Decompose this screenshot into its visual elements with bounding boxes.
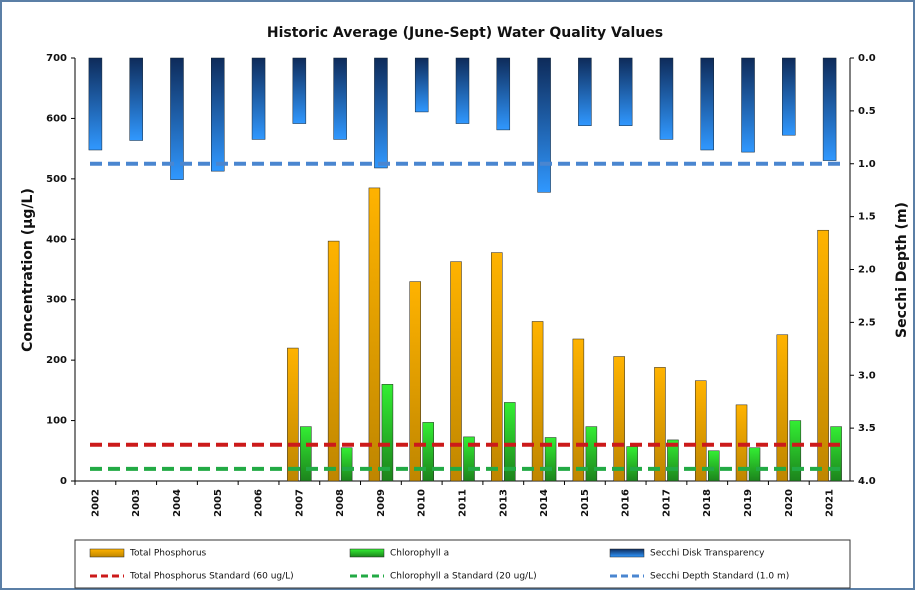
bar	[572, 338, 585, 482]
x-tick-label: 2005	[213, 489, 224, 517]
y2-tick-label: 0.5	[858, 106, 876, 117]
x-tick-label: 2006	[254, 489, 265, 517]
bar	[707, 450, 720, 482]
legend-label: Chlorophyll a Standard (20 ug/L)	[390, 572, 537, 582]
y2-tick-label: 4.0	[858, 476, 876, 487]
y-axis-title: Concentration (µg/L)	[20, 188, 36, 352]
bar	[789, 420, 802, 482]
secchi-bar	[618, 57, 633, 126]
y-tick-label: 400	[46, 234, 67, 245]
bar	[544, 437, 557, 482]
secchi-bar	[578, 57, 592, 126]
secchi-bar	[88, 57, 103, 151]
y2-tick-label: 1.0	[858, 159, 876, 170]
bar	[327, 240, 340, 482]
y-tick-label: 0	[60, 476, 67, 487]
y2-tick-label: 1.5	[858, 212, 876, 223]
bar	[300, 426, 312, 482]
x-tick-label: 2019	[743, 489, 754, 517]
x-tick-label: 2011	[458, 489, 469, 517]
secchi-bar	[251, 57, 266, 140]
secchi-bar	[741, 57, 755, 153]
bar	[830, 426, 842, 482]
bar	[368, 187, 381, 482]
legend-box	[74, 539, 851, 589]
x-tick-label: 2003	[131, 489, 142, 517]
secchi-bar	[414, 57, 429, 113]
y2-tick-label: 2.0	[858, 265, 876, 276]
bar	[409, 281, 421, 482]
x-tick-label: 2017	[661, 489, 672, 517]
bar	[504, 402, 516, 482]
secchi-bar	[129, 57, 143, 141]
bar	[626, 446, 638, 482]
x-tick-label: 2016	[621, 489, 632, 517]
y-tick-label: 200	[46, 355, 67, 366]
secchi-bar	[822, 57, 837, 161]
secchi-bar	[211, 57, 225, 172]
y2-axis-title: Secchi Depth (m)	[894, 202, 910, 338]
x-tick-label: 2009	[376, 489, 387, 517]
x-tick-label: 2015	[580, 489, 591, 517]
secchi-bar	[374, 57, 388, 169]
x-tick-label: 2021	[825, 489, 836, 517]
bar	[491, 252, 503, 482]
legend-label: Secchi Disk Transparency	[650, 549, 765, 559]
y2-tick-label: 3.5	[858, 423, 876, 434]
bar	[748, 447, 761, 482]
bar	[694, 380, 707, 482]
legend-swatch	[89, 548, 125, 558]
bar	[340, 447, 353, 482]
x-tick-label: 2014	[539, 489, 550, 517]
bar	[667, 439, 679, 482]
y-tick-label: 700	[46, 53, 67, 64]
y2-tick-label: 2.5	[858, 317, 876, 328]
legend-swatch	[349, 548, 385, 558]
bar	[463, 436, 475, 482]
x-tick-label: 2010	[417, 489, 428, 517]
legend-swatch	[609, 548, 645, 558]
bar	[817, 229, 829, 482]
bar	[450, 261, 462, 482]
x-tick-label: 2002	[90, 489, 101, 517]
y2-tick-label: 3.0	[858, 370, 876, 381]
secchi-bar	[170, 57, 184, 180]
secchi-bar	[700, 57, 714, 151]
secchi-bar	[292, 57, 307, 124]
secchi-bar	[659, 57, 674, 140]
y2-tick-label: 0.0	[858, 53, 876, 64]
bar	[613, 356, 625, 482]
bar	[422, 422, 434, 482]
secchi-bar	[496, 57, 511, 131]
x-tick-label: 2020	[784, 489, 795, 517]
x-tick-label: 2004	[172, 489, 183, 517]
bar	[381, 384, 394, 482]
legend-label: Secchi Depth Standard (1.0 m)	[650, 572, 789, 582]
bar	[654, 367, 666, 482]
legend-label: Chlorophyll a	[390, 549, 449, 559]
secchi-bar	[455, 57, 470, 124]
x-tick-label: 2013	[498, 489, 509, 517]
legend-label: Total Phosphorus Standard (60 ug/L)	[129, 572, 294, 582]
y-tick-label: 500	[46, 174, 67, 185]
secchi-bar	[333, 57, 347, 140]
secchi-bar	[537, 57, 551, 193]
bar	[531, 321, 544, 482]
y-tick-label: 300	[46, 295, 67, 306]
y-tick-label: 600	[46, 113, 67, 124]
bar	[585, 426, 598, 482]
bar	[776, 334, 789, 482]
chart-title: Historic Average (June-Sept) Water Quali…	[267, 25, 663, 41]
legend-label: Total Phosphorus	[129, 549, 207, 559]
bar	[287, 347, 299, 482]
y-tick-label: 100	[46, 416, 67, 427]
x-tick-label: 2007	[294, 489, 305, 517]
secchi-bar	[782, 57, 796, 136]
x-tick-label: 2008	[335, 489, 346, 517]
x-tick-label: 2018	[702, 489, 713, 517]
